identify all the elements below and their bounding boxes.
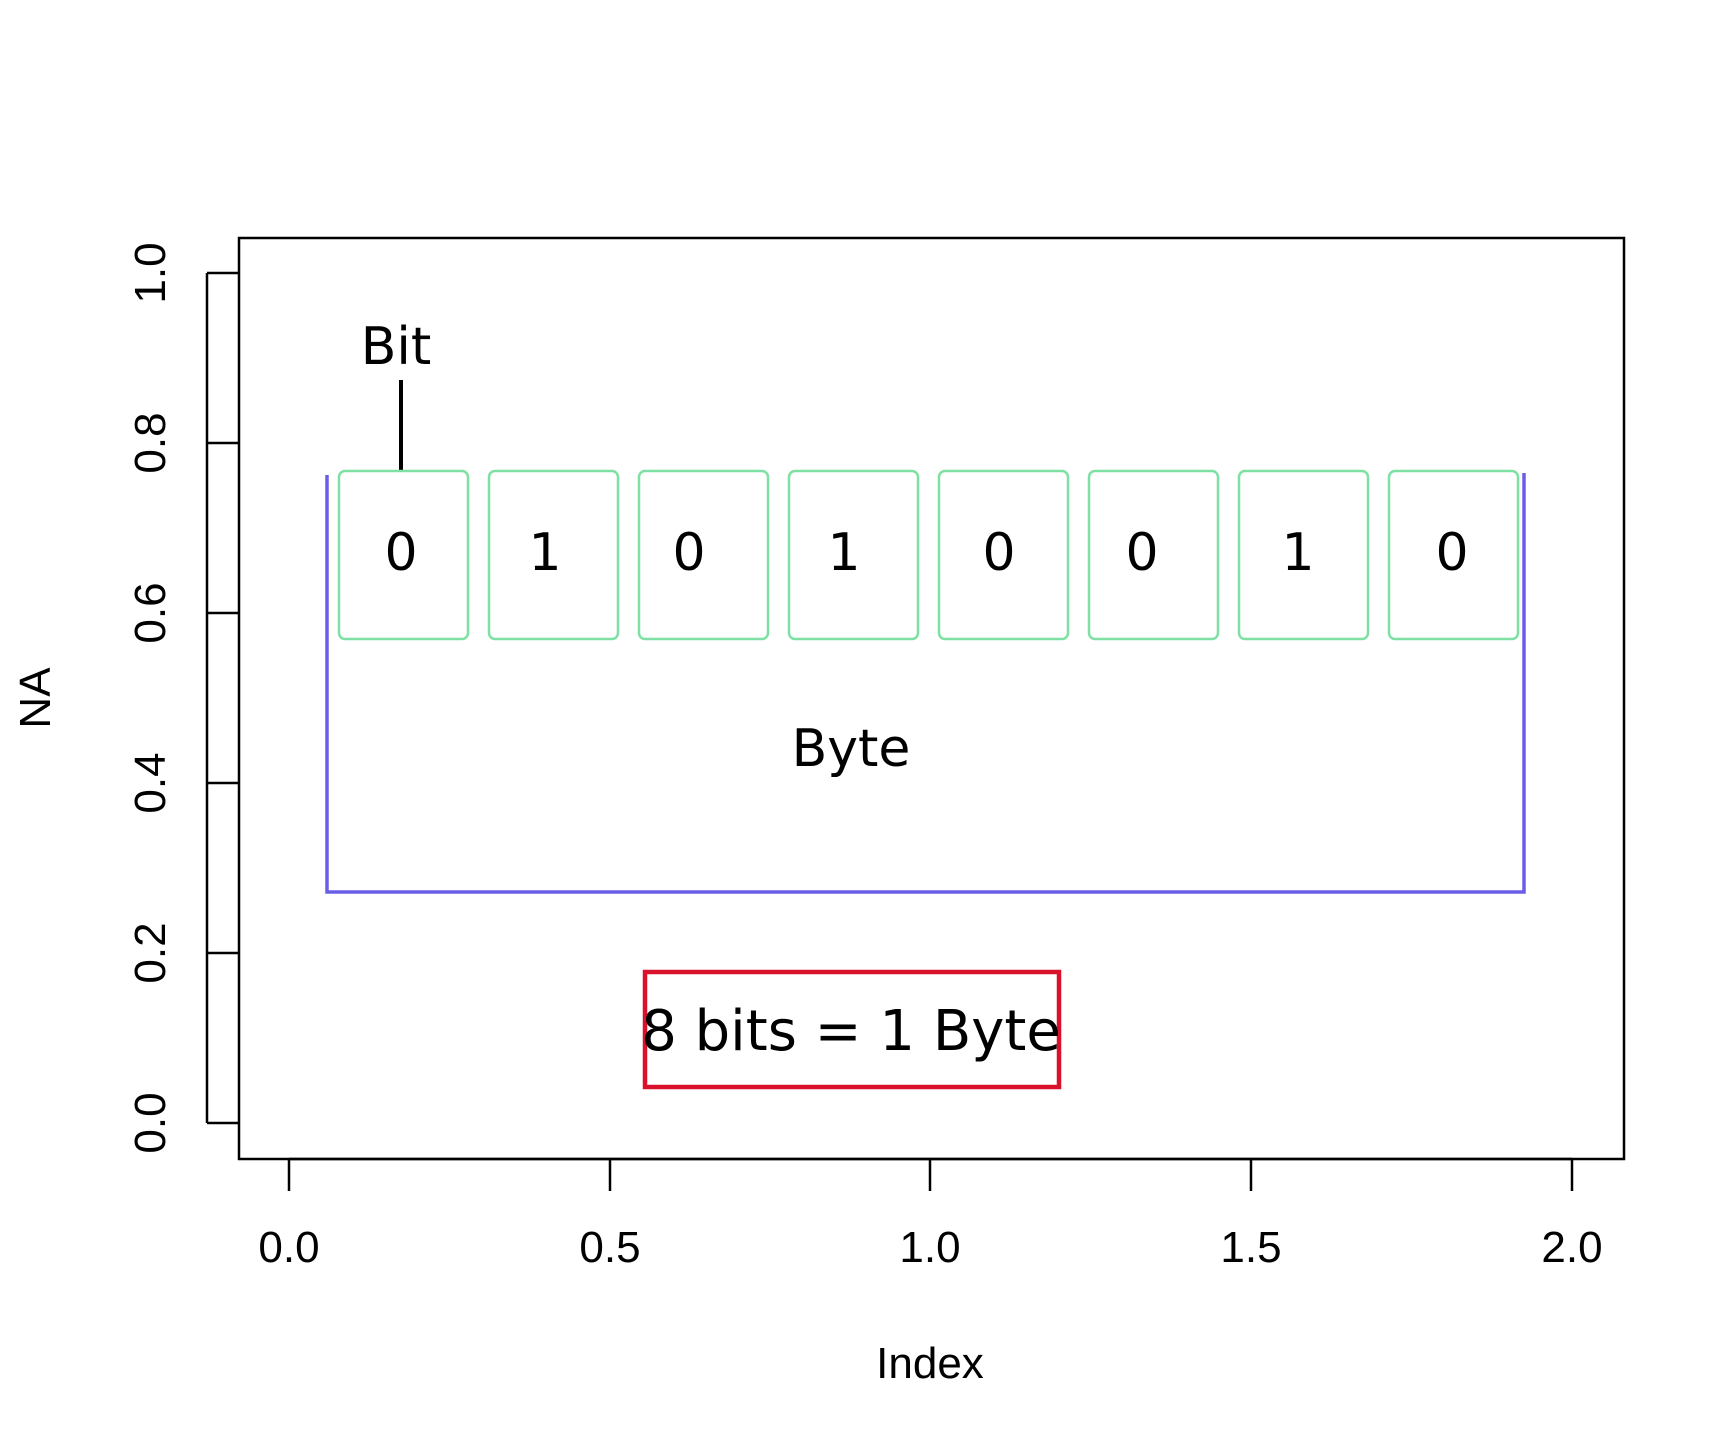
- bit-value: 0: [1435, 523, 1468, 583]
- byte-bracket: [325, 473, 1526, 894]
- byte-label: Byte: [792, 719, 911, 779]
- bit-value: 0: [384, 523, 417, 583]
- bit-value: 0: [672, 523, 705, 583]
- x-tick-label: 2.0: [1541, 1223, 1602, 1272]
- y-axis-ticks: [207, 271, 239, 1125]
- bit-cell: 0: [937, 469, 1070, 641]
- y-axis-title: NA: [11, 667, 60, 729]
- bit-box: [637, 469, 770, 641]
- bit-box: [337, 469, 470, 641]
- bit-cell: 0: [637, 469, 770, 641]
- bit-box: [487, 469, 620, 641]
- bit-value: 1: [528, 523, 561, 583]
- bit-value: 0: [1125, 523, 1158, 583]
- x-axis-ticks: [287, 1159, 1574, 1191]
- y-tick-label: 0.6: [126, 582, 175, 643]
- x-tick-label: 1.5: [1220, 1223, 1281, 1272]
- bit-cell: 0: [1087, 469, 1220, 641]
- bit-cell: 0: [1387, 469, 1520, 641]
- x-tick-label: 1.0: [899, 1223, 960, 1272]
- y-tick-label: 0.2: [126, 922, 175, 983]
- x-tick-label: 0.5: [579, 1223, 640, 1272]
- y-tick-label: 0.4: [126, 752, 175, 813]
- x-axis-title: Index: [876, 1339, 984, 1388]
- bit-boxes: 0 1 0 1 0 0 1 0: [337, 469, 1520, 641]
- x-axis-tick-labels: 0.0 0.5 1.0 1.5 2.0: [258, 1223, 1602, 1272]
- x-tick-label: 0.0: [258, 1223, 319, 1272]
- bit-box: [1237, 469, 1370, 641]
- equation-text: 8 bits = 1 Byte: [641, 999, 1061, 1064]
- bit-cell: 0: [337, 469, 470, 641]
- bit-box: [787, 469, 920, 641]
- bit-cell: 1: [787, 469, 920, 641]
- y-tick-label: 0.0: [126, 1092, 175, 1153]
- bit-box: [1387, 469, 1520, 641]
- bit-value: 0: [982, 523, 1015, 583]
- bit-box: [1087, 469, 1220, 641]
- bit-label: Bit: [361, 317, 432, 377]
- bit-cell: 1: [1237, 469, 1370, 641]
- y-tick-label: 0.8: [126, 412, 175, 473]
- bit-cell: 1: [487, 469, 620, 641]
- bit-value: 1: [827, 523, 860, 583]
- equation-box: [642, 969, 1062, 1090]
- y-tick-label: 1.0: [126, 242, 175, 303]
- bit-value: 1: [1281, 523, 1314, 583]
- bit-box: [937, 469, 1070, 641]
- y-axis-tick-labels: 0.0 0.2 0.4 0.6 0.8 1.0: [126, 242, 175, 1153]
